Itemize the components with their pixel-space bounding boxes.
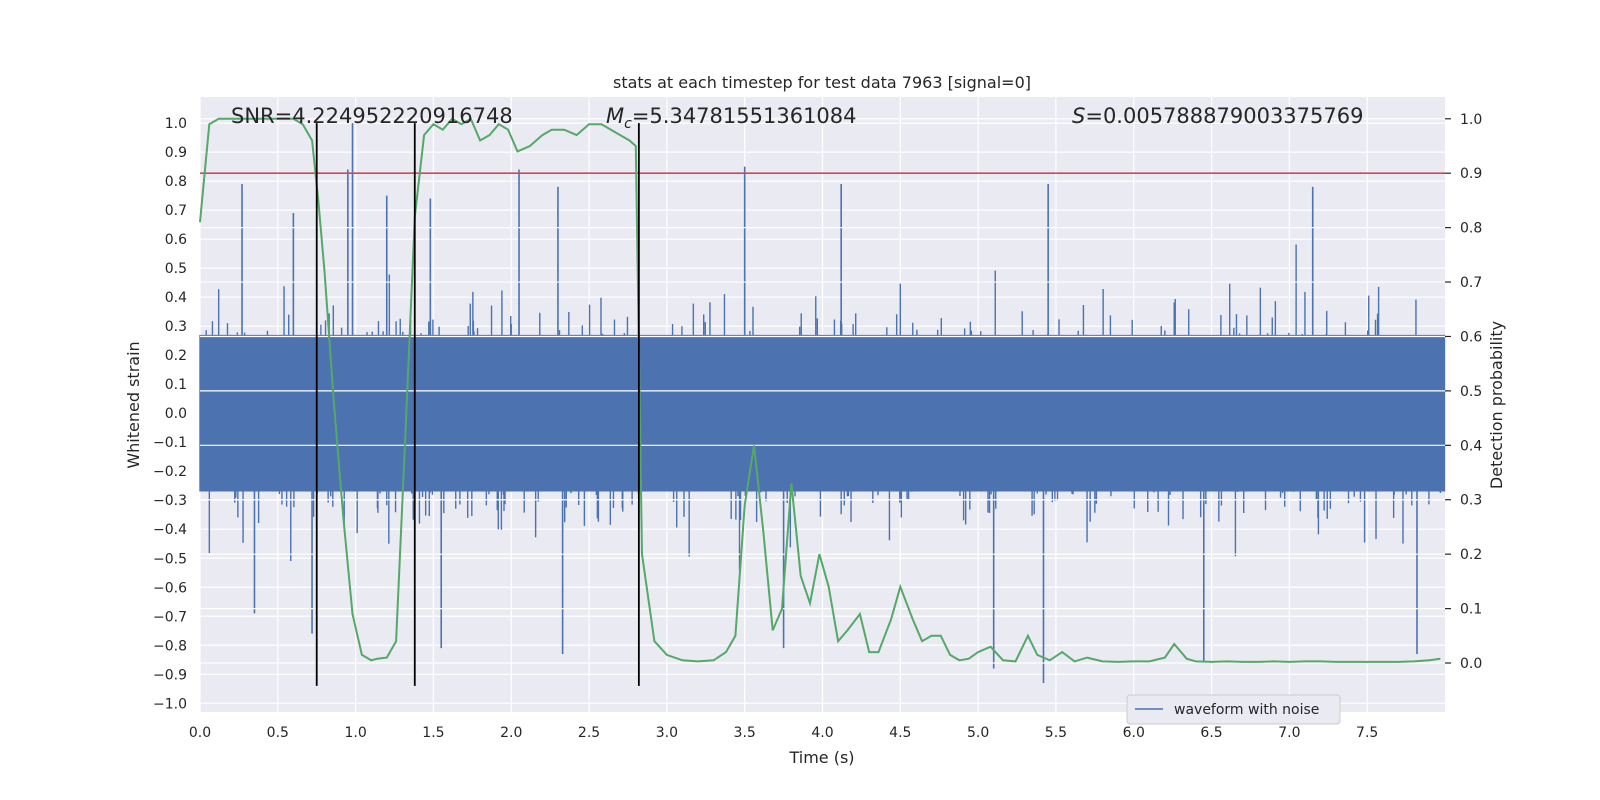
waveform-trace [199, 244, 1446, 571]
right-axis-ticks: 1.0 0.9 0.8 0.7 0.6 0.5 0.4 0.3 0.2 0.1 0.0 [1445, 112, 1482, 672]
left-y-tick-label: −1.0 [153, 696, 187, 712]
x-tick-label: 6.0 [1123, 725, 1145, 741]
left-y-tick-label: −0.6 [153, 580, 187, 596]
x-tick-label: 5.5 [1045, 725, 1067, 741]
left-y-tick-label: −0.5 [153, 551, 187, 567]
left-axis-ticks: 1.0 0.9 0.8 0.7 0.6 0.5 0.4 0.3 0.2 0.1 0.0 −0.1 −0.… [153, 116, 187, 712]
snr-annotation: SNR=4.224952220916748 [231, 104, 513, 128]
x-tick-label: 4.5 [889, 725, 911, 741]
right-y-tick-label: 0.0 [1460, 656, 1482, 672]
right-y-tick-label: 0.4 [1460, 438, 1482, 454]
x-tick-label: 2.0 [500, 725, 522, 741]
x-tick-label: 6.5 [1200, 725, 1222, 741]
x-tick-label: 1.0 [344, 725, 366, 741]
x-tick-label: 1.5 [422, 725, 444, 741]
x-tick-label: 0.0 [189, 725, 211, 741]
left-y-tick-label: −0.7 [153, 609, 187, 625]
left-y-tick-label: 0.1 [165, 377, 187, 393]
left-y-tick-label: 0.5 [165, 261, 187, 277]
left-y-tick-label: 1.0 [165, 116, 187, 132]
left-y-tick-label: 0.7 [165, 203, 187, 219]
left-y-tick-label: 0.2 [165, 348, 187, 364]
x-tick-label: 7.0 [1278, 725, 1300, 741]
statistic-value: =0.005788879003375769 [1085, 104, 1363, 128]
left-y-tick-label: −0.4 [153, 522, 187, 538]
x-tick-label: 3.0 [656, 725, 678, 741]
legend-label: waveform with noise [1174, 702, 1319, 718]
right-y-tick-label: 0.9 [1460, 166, 1482, 182]
left-y-tick-label: −0.1 [153, 435, 187, 451]
legend: waveform with noise [1126, 694, 1341, 725]
left-y-tick-label: 0.8 [165, 174, 187, 190]
left-y-axis-label: Whitened strain [124, 341, 143, 468]
event-markers [315, 123, 640, 686]
right-y-tick-label: 0.2 [1460, 547, 1482, 563]
chirp-mass-annotation: Mc=5.34781551361084 [606, 104, 857, 132]
chart-title: stats at each timestep for test data 796… [613, 73, 1031, 92]
x-axis-label: Time (s) [788, 748, 854, 767]
right-y-tick-label: 0.8 [1460, 221, 1482, 237]
detection-probability-series [199, 117, 1441, 663]
right-y-tick-label: 1.0 [1460, 112, 1482, 128]
left-y-tick-label: 0.9 [165, 145, 187, 161]
chirp-mass-symbol: M [606, 104, 624, 128]
left-y-tick-label: −0.9 [153, 667, 187, 683]
right-y-tick-label: 0.3 [1460, 493, 1482, 509]
waveform-series [199, 123, 1446, 683]
left-y-tick-label: 0.0 [165, 406, 187, 422]
legend-box [1126, 694, 1341, 725]
x-tick-label: 2.5 [578, 725, 600, 741]
right-y-tick-label: 0.5 [1460, 384, 1482, 400]
x-tick-label: 5.0 [967, 725, 989, 741]
left-y-tick-label: −0.8 [153, 638, 187, 654]
right-y-tick-label: 0.7 [1460, 275, 1482, 291]
left-y-tick-label: 0.4 [165, 290, 187, 306]
statistic-annotation: S=0.005788879003375769 [1072, 104, 1363, 128]
chirp-mass-value: =5.34781551361084 [632, 104, 857, 128]
x-tick-label: 4.0 [811, 725, 833, 741]
x-tick-label: 7.5 [1356, 725, 1378, 741]
right-y-tick-label: 0.1 [1460, 602, 1482, 618]
x-tick-label: 0.5 [267, 725, 289, 741]
x-axis-ticks: 0.0 0.5 1.0 1.5 2.0 2.5 3.0 3.5 4.0 4.5 5.0 5.5 6.0 6… [189, 725, 1378, 741]
right-y-axis-label: Detection probability [1487, 321, 1506, 489]
right-y-tick-label: 0.6 [1460, 329, 1482, 345]
left-y-tick-label: 0.6 [165, 232, 187, 248]
left-y-tick-label: −0.3 [153, 493, 187, 509]
x-tick-label: 3.5 [734, 725, 756, 741]
left-y-tick-label: −0.2 [153, 464, 187, 480]
left-y-tick-label: 0.3 [165, 319, 187, 335]
chirp-mass-subscript: c [624, 116, 632, 132]
detection-probability-line [199, 117, 1441, 663]
statistic-symbol: S [1072, 104, 1085, 128]
